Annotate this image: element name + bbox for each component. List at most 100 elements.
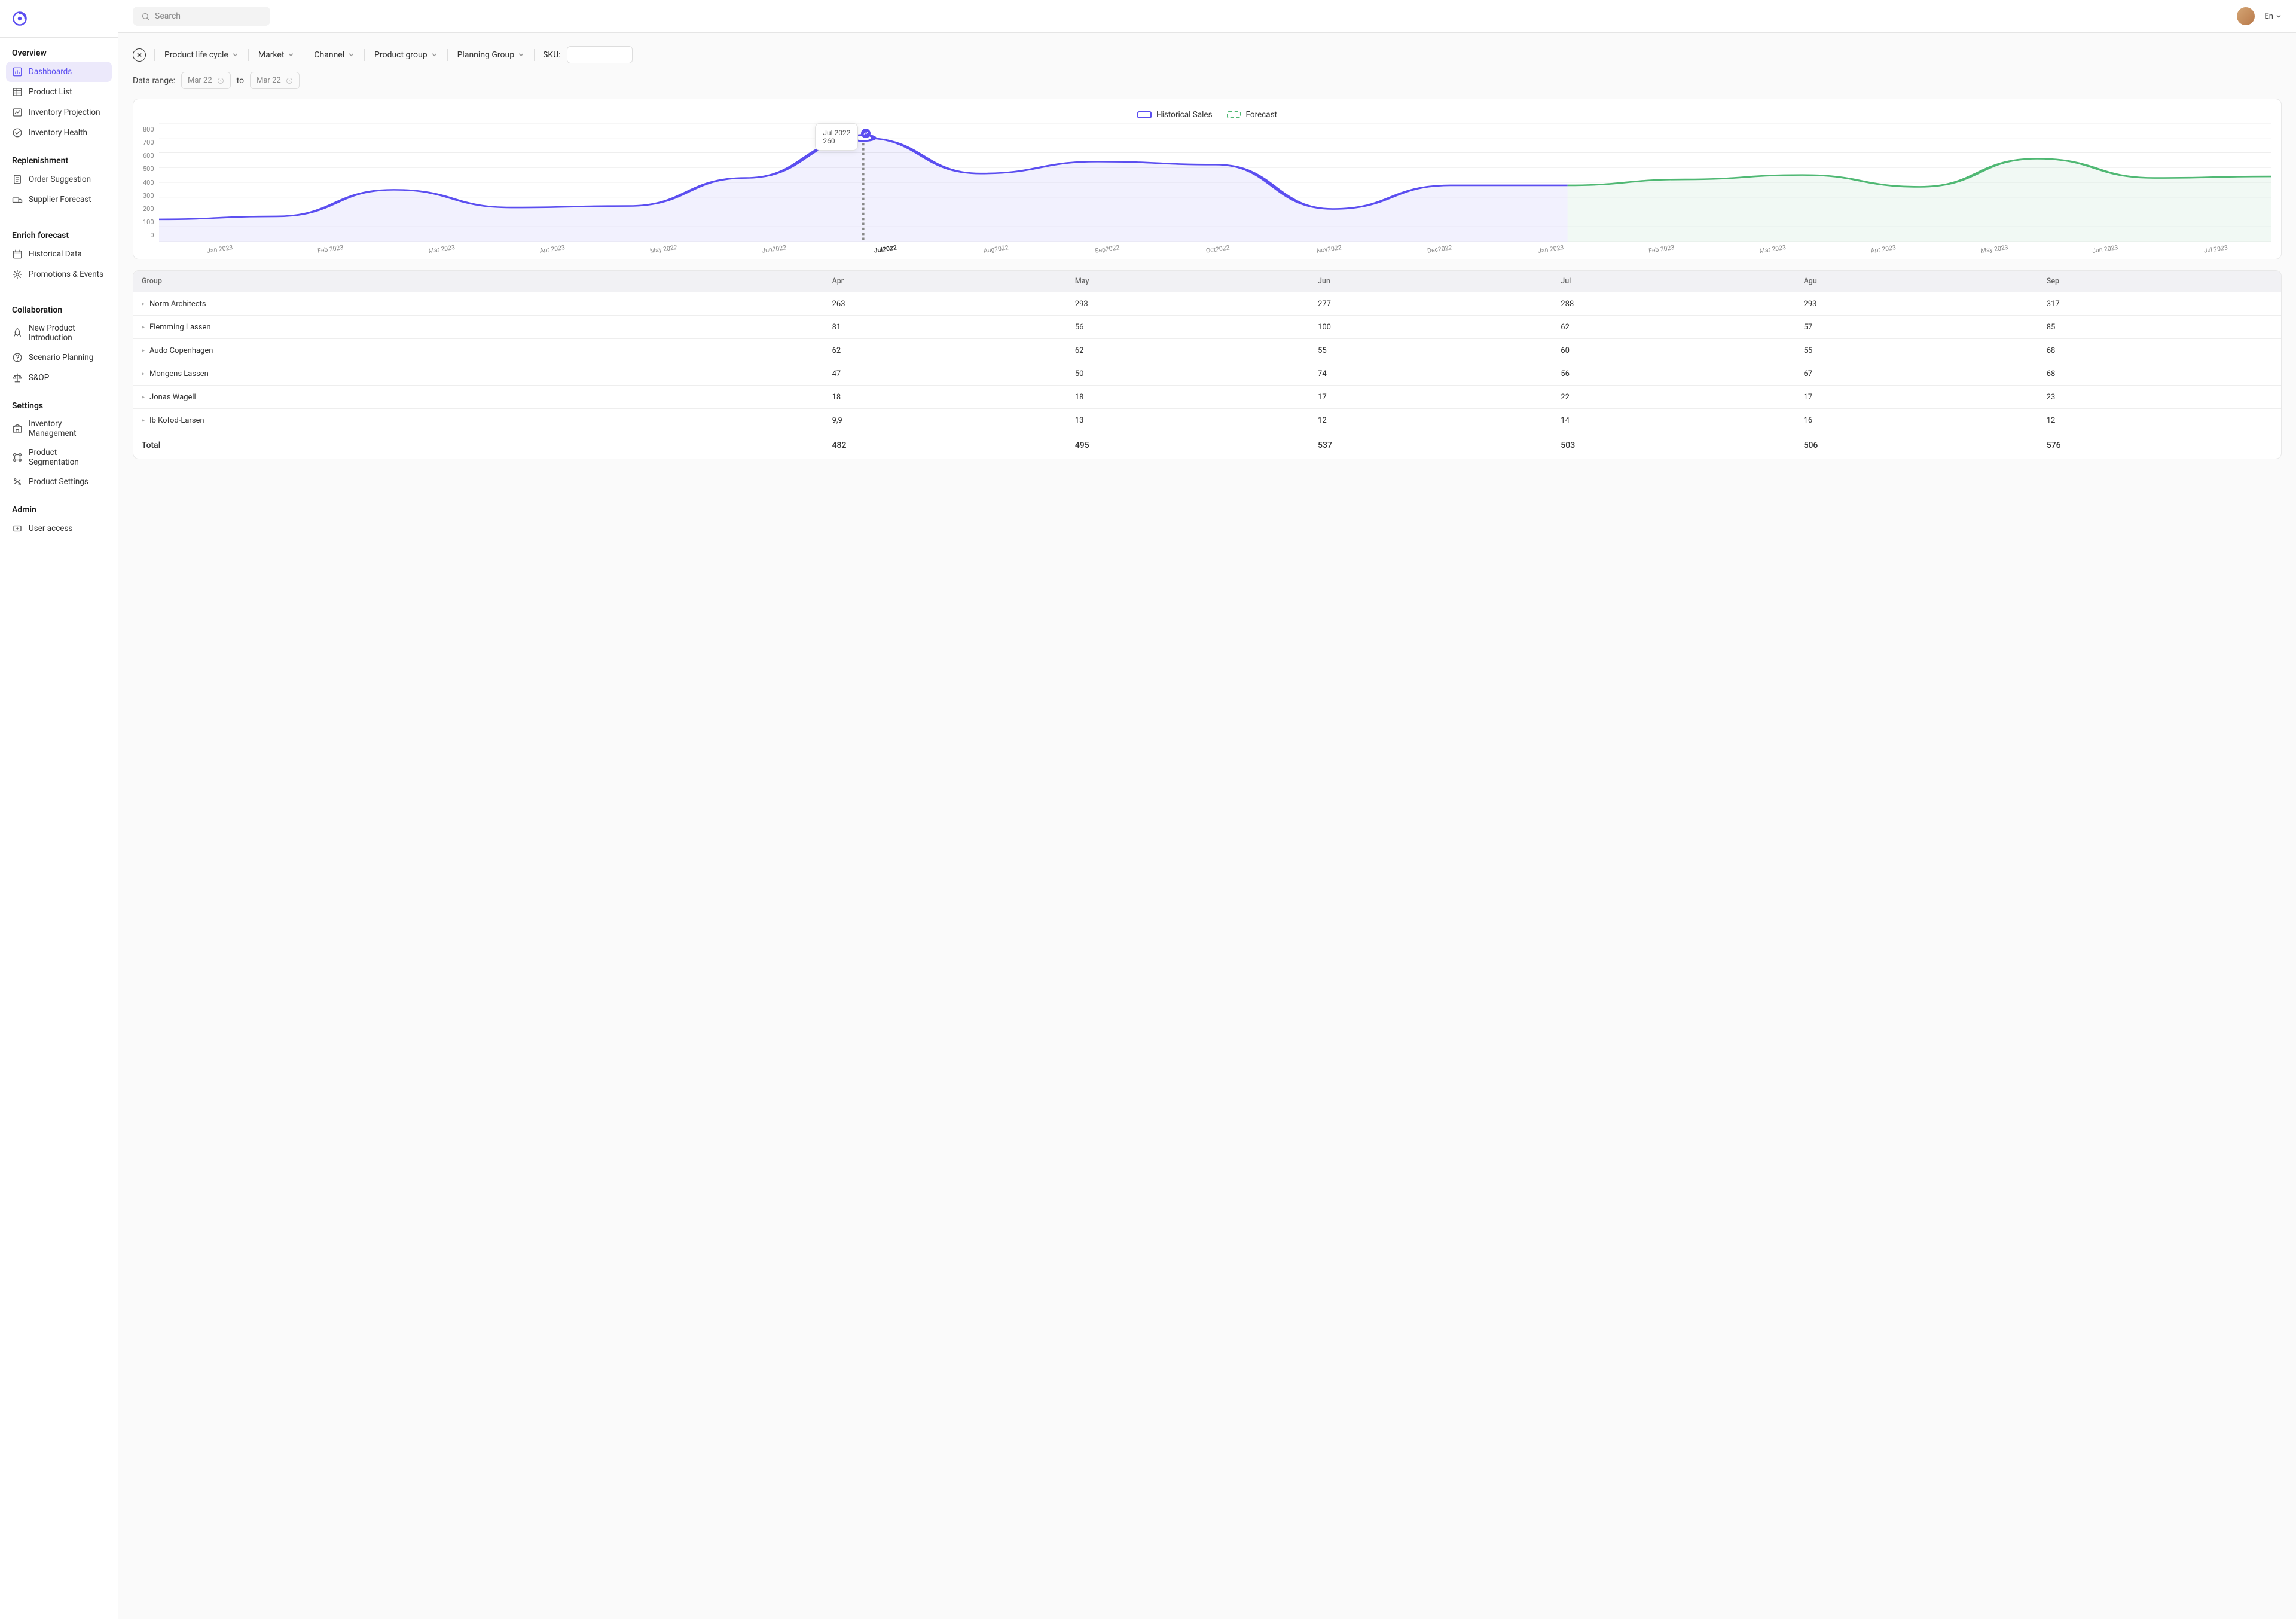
chevron-down-icon [232, 51, 239, 58]
chart-plot: Jul 2022 260 [159, 123, 2271, 242]
filter-channel[interactable]: Channel [313, 48, 356, 62]
sidebar-item-s-op[interactable]: S&OP [6, 368, 112, 388]
sidebar-item-promotions-events[interactable]: Promotions & Events [6, 264, 112, 285]
calendar-icon [12, 249, 23, 259]
chevron-right-icon: ▸ [142, 417, 145, 424]
chevron-right-icon: ▸ [142, 347, 145, 354]
sidebar-item-label: S&OP [29, 373, 49, 383]
nav-section-title: Replenishment [6, 150, 112, 169]
chevron-down-icon [288, 51, 294, 58]
sidebar-item-label: Inventory Projection [29, 108, 100, 117]
filter-market[interactable]: Market [257, 48, 296, 62]
sidebar-item-label: Scenario Planning [29, 353, 93, 362]
sidebar-item-product-segmentation[interactable]: Product Segmentation [6, 443, 112, 472]
sidebar: Overview Dashboards Product List Inventory … [0, 0, 118, 1619]
search-placeholder: Search [155, 11, 181, 21]
chart-tooltip: Jul 2022 260 [815, 123, 858, 151]
table-row[interactable]: ▸Flemming Lassen8156100625785 [133, 316, 2281, 339]
inventory-icon [12, 423, 23, 434]
data-table: GroupAprMayJunJulAguSep ▸Norm Architects… [133, 270, 2282, 459]
nav-section-title: Collaboration [6, 300, 112, 319]
sidebar-item-inventory-projection[interactable]: Inventory Projection [6, 102, 112, 123]
chevron-right-icon: ▸ [142, 301, 145, 307]
chart-card: Historical Sales Forecast 80070060050040… [133, 99, 2282, 259]
nav-section-title: Settings [6, 395, 112, 414]
sidebar-item-supplier-forecast[interactable]: Supplier Forecast [6, 190, 112, 210]
table-header: Apr [824, 271, 1067, 292]
order-icon [12, 174, 23, 185]
table-row[interactable]: ▸Norm Architects263293277288293317 [133, 292, 2281, 316]
settings-icon [12, 476, 23, 487]
sidebar-item-label: Product Settings [29, 477, 88, 487]
table-header: Jul [1552, 271, 1795, 292]
sidebar-item-order-suggestion[interactable]: Order Suggestion [6, 169, 112, 190]
table-header: Sep [2038, 271, 2281, 292]
chevron-right-icon: ▸ [142, 324, 145, 331]
chevron-right-icon: ▸ [142, 394, 145, 401]
nav-section-title: Overview [6, 42, 112, 62]
legend-swatch-historical [1137, 111, 1152, 118]
sidebar-item-user-access[interactable]: User access [6, 518, 112, 539]
chevron-right-icon: ▸ [142, 371, 145, 377]
sku-input[interactable] [567, 46, 633, 63]
dashboard-icon [12, 66, 23, 77]
table-row[interactable]: ▸Audo Copenhagen626255605568 [133, 339, 2281, 362]
legend-swatch-forecast [1227, 111, 1241, 118]
date-from-input[interactable]: Mar 22 [181, 72, 231, 89]
sidebar-item-product-list[interactable]: Product List [6, 82, 112, 102]
sidebar-item-label: Supplier Forecast [29, 195, 91, 204]
user-icon [12, 523, 23, 534]
table-header: Agu [1796, 271, 2038, 292]
close-filters-button[interactable] [133, 48, 146, 62]
sidebar-item-label: Inventory Management [29, 419, 106, 438]
sidebar-item-dashboards[interactable]: Dashboards [6, 62, 112, 82]
table-header: May [1067, 271, 1309, 292]
table-header: Jun [1309, 271, 1552, 292]
sku-label: SKU: [543, 50, 561, 60]
date-to-label: to [237, 76, 244, 85]
clock-icon [286, 77, 293, 84]
sidebar-item-label: User access [29, 524, 72, 533]
filter-planning-group[interactable]: Planning Group [456, 48, 526, 62]
chevron-down-icon [2276, 13, 2282, 19]
health-icon [12, 127, 23, 138]
sidebar-item-scenario-planning[interactable]: Scenario Planning [6, 347, 112, 368]
segment-icon [12, 452, 23, 463]
sidebar-item-label: Promotions & Events [29, 270, 103, 279]
rocket-icon [12, 328, 23, 338]
sidebar-item-inventory-health[interactable]: Inventory Health [6, 123, 112, 143]
nav-section-title: Enrich forecast [6, 225, 112, 244]
avatar[interactable] [2237, 7, 2255, 25]
filter-bar: Product life cycle Market Channel Product g… [118, 33, 2296, 69]
sidebar-item-label: Historical Data [29, 249, 82, 259]
chart-y-axis: 8007006005004003002001000 [143, 126, 159, 239]
supplier-icon [12, 194, 23, 205]
filter-product-life-cycle[interactable]: Product life cycle [163, 48, 240, 62]
chevron-down-icon [348, 51, 355, 58]
table-row[interactable]: ▸Ib Kofod-Larsen9,91312141612 [133, 409, 2281, 432]
date-to-input[interactable]: Mar 22 [250, 72, 300, 89]
sidebar-item-label: Dashboards [29, 67, 72, 77]
sidebar-item-product-settings[interactable]: Product Settings [6, 472, 112, 492]
nav-section-title: Admin [6, 499, 112, 518]
projection-icon [12, 107, 23, 118]
legend-forecast[interactable]: Forecast [1227, 110, 1277, 120]
sidebar-item-historical-data[interactable]: Historical Data [6, 244, 112, 264]
filter-product-group[interactable]: Product group [373, 48, 438, 62]
search-input[interactable]: Search [133, 7, 270, 26]
chart-legend: Historical Sales Forecast [143, 110, 2271, 120]
chevron-down-icon [518, 51, 524, 58]
topbar: Search En [118, 0, 2296, 33]
language-selector[interactable]: En [2264, 12, 2282, 21]
table-row[interactable]: ▸Jonas Wagell181817221723 [133, 386, 2281, 409]
table-header: Group [133, 271, 824, 292]
table-row[interactable]: ▸Mongens Lassen475074566768 [133, 362, 2281, 386]
legend-historical[interactable]: Historical Sales [1137, 110, 1213, 120]
logo[interactable] [0, 0, 118, 38]
chart-x-axis: Jan 2023Feb 2023Mar 2023Apr 2023May 2022… [164, 242, 2271, 253]
sidebar-item-inventory-management[interactable]: Inventory Management [6, 414, 112, 443]
sidebar-item-label: Order Suggestion [29, 175, 91, 184]
scenario-icon [12, 352, 23, 363]
sidebar-item-label: New Product Introduction [29, 323, 106, 343]
sidebar-item-new-product-introduction[interactable]: New Product Introduction [6, 319, 112, 347]
